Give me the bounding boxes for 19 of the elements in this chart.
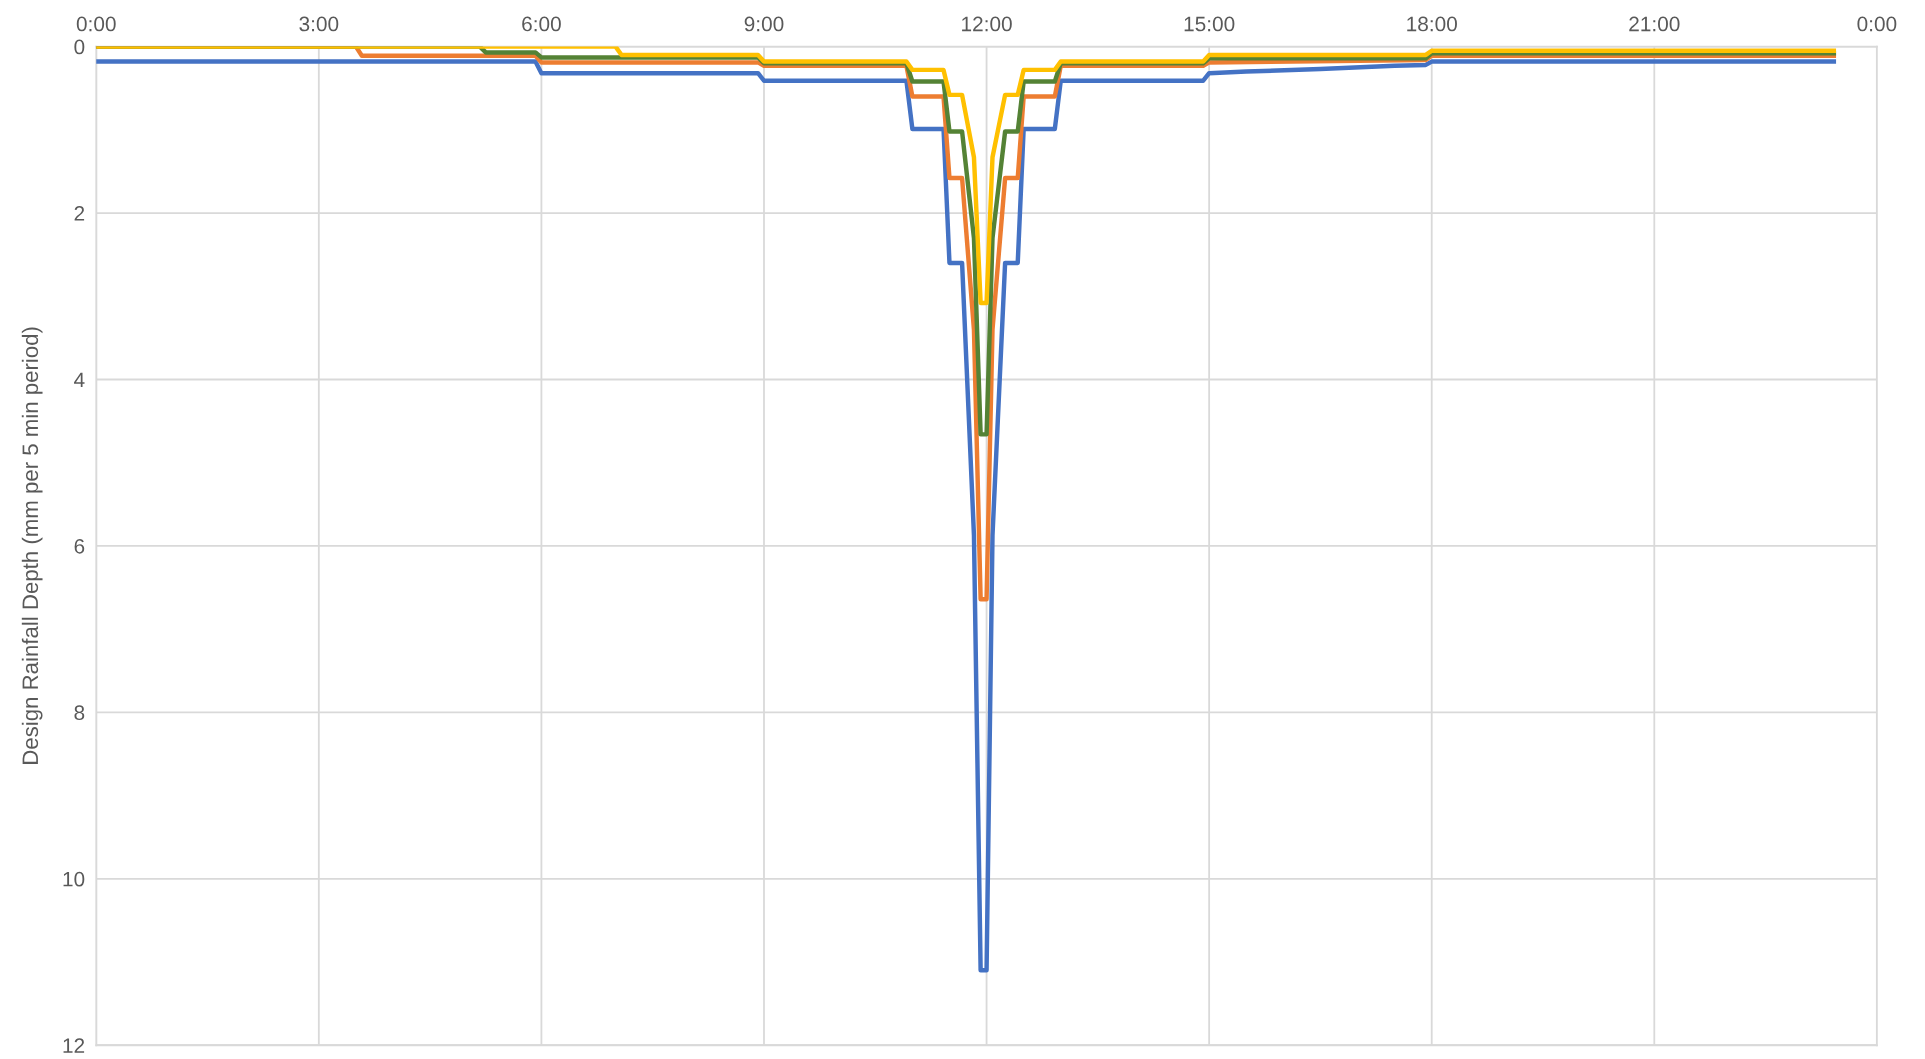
line-series bbox=[96, 46, 1837, 306]
x-tick-label: 3:00 bbox=[299, 16, 339, 32]
x-tick-label: 15:00 bbox=[1184, 16, 1235, 32]
x-tick-label: 18:00 bbox=[1407, 16, 1457, 32]
x-tick-label: 21:00 bbox=[1629, 16, 1680, 32]
x-tick-label: 0:00 bbox=[1857, 16, 1897, 32]
y-tick-label: 6 bbox=[74, 538, 85, 554]
x-tick-label: 0:00 bbox=[76, 16, 116, 32]
x-tick-label: 12:00 bbox=[962, 16, 1012, 32]
x-tick-label: 9:00 bbox=[744, 16, 784, 32]
y-tick-label: 10 bbox=[63, 871, 85, 887]
y-tick-label: 2 bbox=[74, 206, 85, 221]
y-tick-label: 0 bbox=[74, 39, 85, 55]
y-axis-title: Design Rainfall Depth (mm per 5 min period) bbox=[21, 327, 43, 764]
y-tick-label: 4 bbox=[74, 372, 85, 388]
line-series bbox=[96, 59, 1837, 973]
x-tick-label: 6:00 bbox=[522, 16, 561, 32]
y-tick-label: 12 bbox=[63, 1038, 85, 1053]
y-tick-label: 8 bbox=[74, 705, 85, 721]
